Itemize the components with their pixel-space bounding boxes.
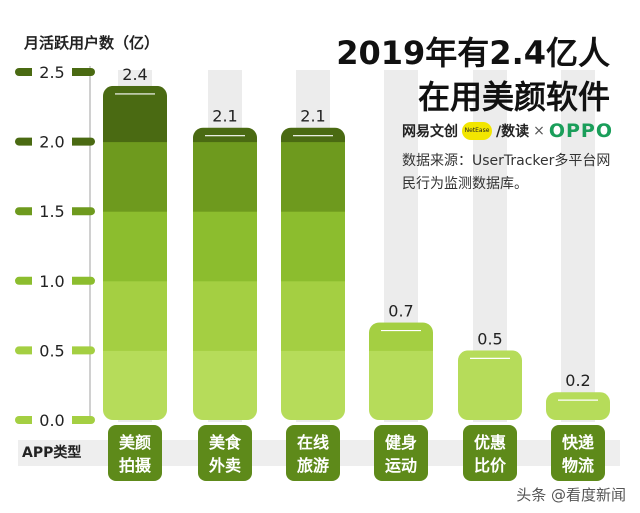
- shudu-logo: /数读: [496, 124, 530, 140]
- category-label-2-line2: 旅游: [297, 456, 329, 475]
- category-label-5-line1: 快递: [562, 433, 594, 452]
- category-label-5-line2: 物流: [562, 456, 594, 475]
- bar-2: [281, 127, 345, 421]
- y-tick-label-4: 2.0: [39, 133, 64, 152]
- y-tick-label-0: 0.0: [39, 411, 64, 430]
- netease-logo: 网易文创: [402, 124, 458, 140]
- bar-3: [369, 322, 433, 420]
- y-tick-label-bg-3: [32, 200, 72, 223]
- y-tick-label-bg-2: [32, 269, 72, 292]
- category-label-2-line1: 在线: [297, 433, 329, 452]
- category-label-3-line2: 运动: [385, 456, 417, 475]
- category-label-1-line1: 美食: [209, 433, 242, 452]
- y-tick-label-2: 1.0: [39, 272, 64, 291]
- bar-4: [458, 350, 522, 420]
- source-note: 数据来源：UserTracker多平台网民行为监测数据库。: [402, 153, 611, 192]
- category-label-bg-0: [108, 425, 162, 481]
- category-label-0-line1: 美颜: [119, 433, 151, 452]
- chart-title-line2: 在用美颜软件: [417, 78, 610, 116]
- y-tick-label-bg-0: [32, 409, 72, 431]
- category-label-0-line2: 拍摄: [119, 456, 152, 475]
- y-tick-label-5: 2.5: [39, 63, 64, 82]
- y-tick-label-bg-5: [32, 61, 72, 83]
- x-axis-label: APP类型: [22, 445, 82, 461]
- value-label-5: 0.2: [565, 371, 590, 390]
- oppo-logo: OPPO: [548, 120, 614, 142]
- collab-times: ×: [533, 123, 545, 139]
- value-label-4: 0.5: [477, 329, 502, 348]
- bar-5: [546, 392, 610, 421]
- bar-1: [193, 127, 257, 421]
- y-tick-label-3: 1.5: [39, 202, 64, 221]
- value-label-1: 2.1: [212, 107, 237, 126]
- y-tick-label-bg-4: [32, 130, 72, 153]
- y-tick-label-bg-1: [32, 339, 72, 362]
- watermark: 头条 @看度新闻: [516, 486, 626, 504]
- value-label-2: 2.1: [300, 107, 325, 126]
- brand-row: 网易文创 NetEase /数读 × OPPO: [402, 120, 613, 142]
- guide-strip-5: [561, 70, 595, 422]
- category-label-4-line1: 优惠: [474, 433, 506, 452]
- chart-title-line1: 2019年有2.4亿人: [336, 34, 610, 72]
- category-label-bg-3: [374, 425, 428, 481]
- value-label-0: 2.4: [122, 65, 147, 84]
- category-label-bg-1: [198, 425, 252, 481]
- y-tick-label-1: 0.5: [39, 341, 64, 360]
- netease-badge: NetEase: [462, 122, 492, 140]
- category-label-1-line2: 外卖: [208, 456, 241, 475]
- category-label-4-line2: 比价: [474, 456, 507, 475]
- bar-0: [103, 85, 167, 420]
- y-axis-label: 月活跃用户数（亿）: [24, 34, 160, 52]
- value-label-3: 0.7: [388, 302, 413, 321]
- category-label-3-line1: 健身: [385, 433, 417, 452]
- category-label-bg-2: [286, 425, 340, 481]
- category-label-bg-4: [463, 425, 517, 481]
- category-label-bg-5: [551, 425, 605, 481]
